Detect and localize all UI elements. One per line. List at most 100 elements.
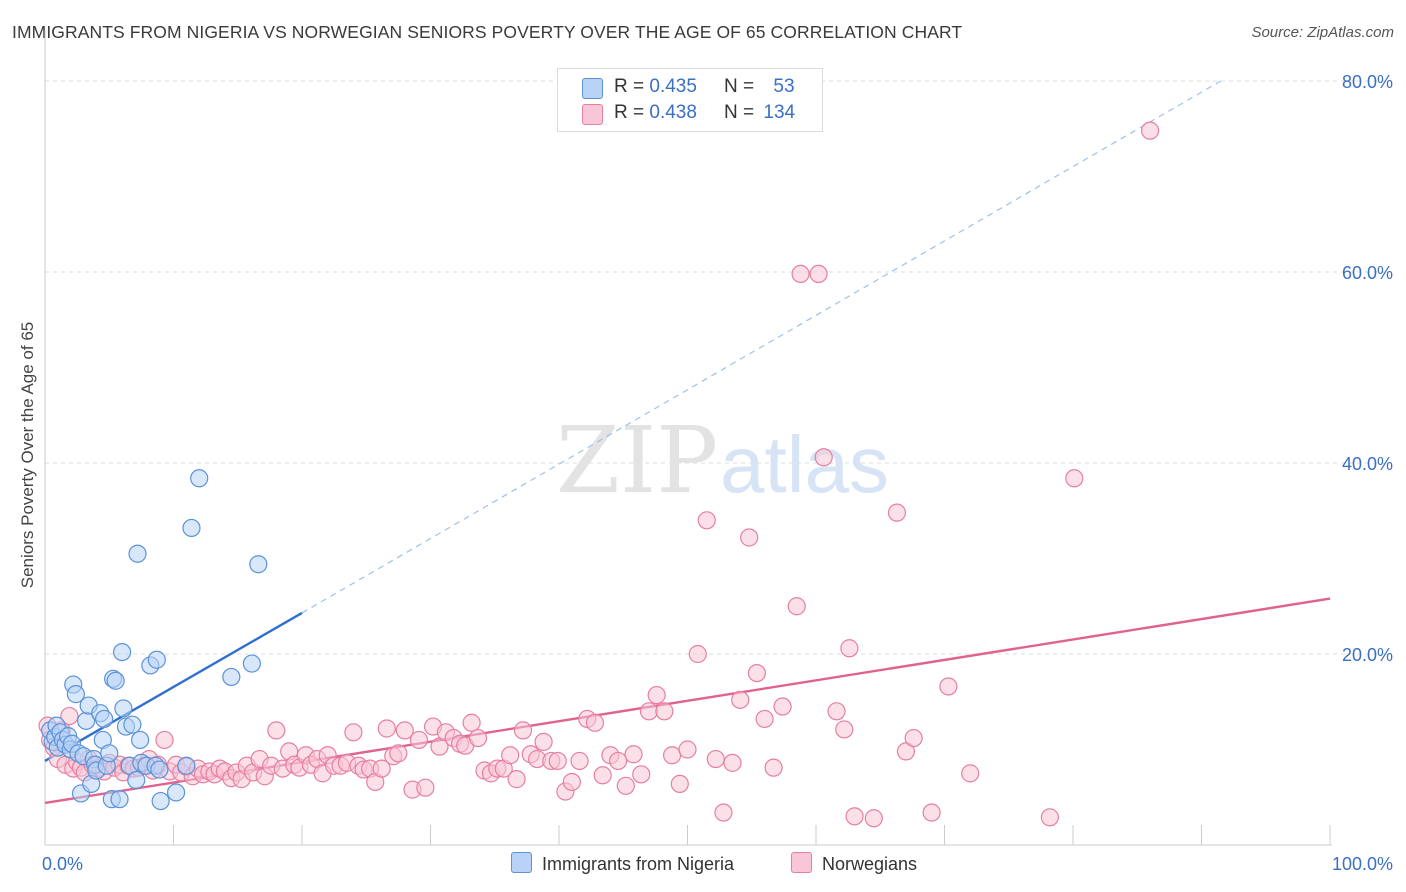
x-tick-label: 0.0%: [42, 854, 83, 874]
point-norwegians: [864, 809, 883, 828]
point-nigeria: [114, 699, 133, 718]
point-norwegians: [655, 702, 674, 721]
point-norwegians: [896, 742, 916, 761]
trend-line-nigeria-extension: [301, 80, 1222, 614]
point-norwegians: [513, 721, 533, 740]
legend-item-nigeria: Immigrants from Nigeria: [511, 852, 734, 875]
point-norwegians: [372, 759, 391, 778]
scatter-points: [38, 121, 1160, 828]
point-norwegians: [731, 690, 750, 709]
stats-r-nigeria: R = 0.435: [614, 76, 697, 98]
x-tick-label: 100.0%: [1332, 854, 1393, 874]
legend-swatch-norwegians: [791, 852, 812, 873]
stats-legend: R = 0.435 N = 53 R = 0.438 N = 134: [557, 68, 823, 132]
point-nigeria: [177, 756, 196, 775]
point-nigeria: [190, 469, 209, 488]
legend-item-norwegians: Norwegians: [791, 852, 917, 875]
point-norwegians: [845, 807, 864, 826]
point-norwegians: [747, 663, 766, 683]
grid-lines: [45, 80, 1392, 655]
point-norwegians: [462, 713, 481, 732]
point-norwegians: [616, 776, 635, 795]
stats-n-norwegians: N = 134: [724, 102, 795, 124]
point-norwegians: [501, 746, 520, 765]
legend-swatch-nigeria: [511, 852, 532, 873]
point-norwegians: [723, 753, 742, 772]
point-norwegians: [714, 803, 733, 822]
point-nigeria: [130, 730, 150, 750]
point-norwegians: [787, 597, 806, 616]
axes: [44, 30, 1332, 846]
n-label: N =: [724, 76, 755, 97]
point-norwegians: [1065, 469, 1084, 488]
n-value: 53: [773, 76, 795, 97]
y-tick-label: 40.0%: [1342, 454, 1393, 474]
point-nigeria: [242, 654, 261, 673]
point-nigeria: [182, 518, 201, 538]
point-norwegians: [609, 751, 628, 771]
point-norwegians: [961, 764, 980, 783]
point-norwegians: [835, 720, 854, 739]
point-norwegians: [389, 744, 408, 763]
point-nigeria: [147, 650, 166, 669]
point-norwegians: [562, 772, 581, 792]
point-norwegians: [688, 644, 707, 664]
point-nigeria: [95, 709, 114, 729]
point-norwegians: [1040, 808, 1059, 827]
point-norwegians: [840, 639, 859, 658]
legend-label-nigeria: Immigrants from Nigeria: [542, 854, 735, 874]
point-norwegians: [740, 528, 759, 547]
point-nigeria: [66, 685, 85, 704]
source-label: Source: ZipAtlas.com: [1251, 24, 1394, 41]
point-norwegians: [1140, 121, 1160, 140]
y-tick-label: 80.0%: [1342, 72, 1393, 92]
point-nigeria: [150, 760, 169, 779]
y-tick-label: 60.0%: [1342, 263, 1393, 283]
stats-r-norwegians: R = 0.438: [614, 102, 697, 124]
point-norwegians: [678, 740, 697, 759]
point-norwegians: [624, 745, 643, 764]
point-norwegians: [809, 264, 828, 284]
point-norwegians: [939, 677, 958, 696]
point-norwegians: [570, 751, 589, 771]
point-norwegians: [507, 770, 526, 789]
point-norwegians: [377, 719, 396, 738]
point-nigeria: [110, 790, 129, 809]
trend-line-nigeria: [44, 611, 303, 762]
point-norwegians: [814, 448, 833, 467]
point-norwegians: [632, 765, 651, 784]
n-value: 134: [763, 102, 796, 123]
point-norwegians: [409, 730, 429, 750]
point-nigeria: [106, 671, 125, 690]
r-label: R =: [614, 76, 645, 97]
watermark-zip: ZIP: [556, 407, 718, 514]
point-norwegians: [548, 751, 567, 771]
point-norwegians: [639, 702, 659, 721]
point-norwegians: [755, 709, 774, 729]
point-nigeria: [112, 642, 132, 662]
point-norwegians: [60, 706, 79, 726]
point-nigeria: [249, 555, 268, 574]
chart-title: IMMIGRANTS FROM NIGERIA VS NORWEGIAN SEN…: [12, 22, 963, 42]
point-nigeria: [100, 744, 119, 763]
point-norwegians: [773, 697, 792, 716]
point-norwegians: [791, 264, 810, 284]
point-norwegians: [155, 730, 174, 750]
legend-label-norwegians: Norwegians: [822, 854, 918, 874]
point-norwegians: [647, 685, 666, 705]
point-norwegians: [585, 713, 605, 732]
point-norwegians: [416, 778, 435, 797]
point-norwegians: [662, 746, 682, 765]
stats-n-nigeria: N = 53: [724, 76, 795, 98]
tick-labels: 20.0% 40.0% 60.0% 80.0% 0.0% 100.0%: [42, 72, 1393, 874]
point-norwegians: [534, 732, 553, 751]
point-norwegians: [922, 803, 941, 822]
point-nigeria: [127, 770, 146, 790]
point-norwegians: [827, 702, 846, 721]
point-nigeria: [222, 667, 241, 687]
point-nigeria: [123, 715, 142, 734]
point-nigeria: [128, 544, 147, 563]
r-value: 0.435: [649, 76, 697, 97]
point-norwegians: [344, 723, 363, 742]
